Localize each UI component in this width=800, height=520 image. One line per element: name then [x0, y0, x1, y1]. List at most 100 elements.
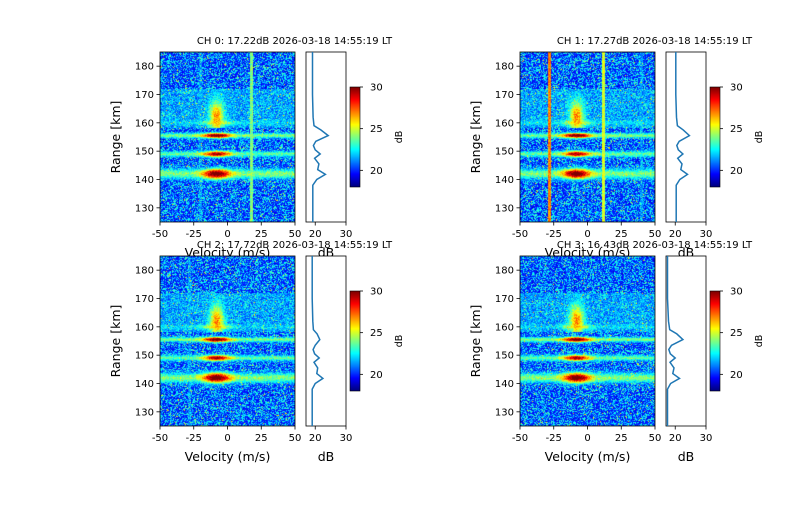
y-tick-label: 140	[495, 175, 514, 186]
spectrogram-heatmap	[160, 52, 295, 222]
profile-x-axis-label: dB	[678, 449, 695, 464]
y-tick-label: 180	[495, 266, 514, 277]
profile-x-tick-label: 30	[340, 433, 353, 444]
x-tick-label: -25	[546, 229, 562, 240]
profile-frame	[665, 255, 707, 427]
x-tick-label: -25	[546, 433, 562, 444]
x-tick-label: 50	[649, 433, 662, 444]
colorbar-tick-label: 25	[370, 328, 383, 339]
y-tick-label: 130	[495, 407, 514, 418]
colorbar-label: dB	[754, 131, 765, 144]
colorbar-tick-label: 30	[730, 287, 743, 298]
y-tick-label: 180	[135, 266, 154, 277]
y-tick-label: 160	[495, 322, 514, 333]
colorbar-tick-label: 20	[370, 370, 383, 381]
profile-x-tick-label: 20	[309, 433, 322, 444]
colorbar-tick-label: 25	[730, 328, 743, 339]
colorbar-tick-label: 30	[730, 83, 743, 94]
x-tick-label: 25	[255, 229, 268, 240]
x-tick-label: 50	[649, 229, 662, 240]
panel-title: CH 3: 16.43dB 2026-03-18 14:55:19 LT	[557, 240, 753, 251]
profile-x-tick-label: 30	[340, 229, 353, 240]
x-tick-label: -50	[152, 229, 168, 240]
y-tick-label: 140	[135, 175, 154, 186]
colorbar-gradient	[710, 291, 720, 391]
y-tick-label: 170	[135, 294, 154, 305]
y-tick-label: 140	[495, 379, 514, 390]
panel-title: CH 2: 17.72dB 2026-03-18 14:55:19 LT	[197, 240, 393, 251]
colorbar-gradient	[710, 87, 720, 187]
profile-x-tick-label: 20	[669, 229, 682, 240]
profile-line	[675, 52, 691, 222]
y-axis-label: Range [km]	[108, 101, 123, 174]
colorbar-label: dB	[394, 131, 405, 144]
colorbar-gradient	[350, 291, 360, 391]
colorbar-tick-label: 30	[370, 287, 383, 298]
x-tick-label: -50	[152, 433, 168, 444]
colorbar-frame	[709, 86, 721, 188]
profile-x-tick-label: 30	[700, 433, 713, 444]
channel-panel-0: CH 0: 17.22dB 2026-03-18 14:55:19 LT -50 -…	[108, 36, 405, 260]
y-tick-label: 160	[495, 118, 514, 129]
x-axis-label: Velocity (m/s)	[545, 449, 631, 464]
x-tick-label: 25	[255, 433, 268, 444]
y-tick-label: 180	[135, 62, 154, 73]
channel-panel-2: CH 2: 17.72dB 2026-03-18 14:55:19 LT -50 -…	[108, 240, 405, 464]
y-tick-label: 170	[495, 90, 514, 101]
x-tick-label: 0	[224, 433, 230, 444]
colorbar-tick-label: 20	[730, 370, 743, 381]
profile-line	[311, 52, 330, 222]
x-tick-label: -50	[512, 229, 528, 240]
y-axis-label: Range [km]	[468, 305, 483, 378]
colorbar-tick-label: 20	[370, 166, 383, 177]
y-axis-label: Range [km]	[108, 305, 123, 378]
panel-title: CH 0: 17.22dB 2026-03-18 14:55:19 LT	[197, 36, 393, 47]
spectrogram-heatmap	[160, 256, 295, 426]
y-tick-label: 140	[135, 379, 154, 390]
x-tick-label: 25	[615, 433, 628, 444]
colorbar-label: dB	[754, 335, 765, 348]
profile-x-tick-label: 20	[309, 229, 322, 240]
y-tick-label: 170	[495, 294, 514, 305]
y-tick-label: 160	[135, 322, 154, 333]
y-tick-label: 180	[495, 62, 514, 73]
x-tick-label: -50	[512, 433, 528, 444]
x-tick-label: 0	[584, 433, 590, 444]
channel-panel-1: CH 1: 17.27dB 2026-03-18 14:55:19 LT -50 -…	[468, 36, 765, 260]
panel-title: CH 1: 17.27dB 2026-03-18 14:55:19 LT	[557, 36, 753, 47]
y-tick-label: 150	[495, 351, 514, 362]
y-tick-label: 150	[135, 147, 154, 158]
y-tick-label: 130	[135, 407, 154, 418]
x-tick-label: 50	[289, 433, 302, 444]
colorbar-gradient	[350, 87, 360, 187]
profile-x-axis-label: dB	[318, 449, 335, 464]
colorbar-frame	[709, 290, 721, 392]
y-tick-label: 130	[495, 203, 514, 214]
profile-line	[666, 256, 685, 426]
colorbar-tick-label: 25	[730, 124, 743, 135]
y-tick-label: 150	[495, 147, 514, 158]
x-tick-label: 0	[584, 229, 590, 240]
colorbar-frame	[349, 290, 361, 392]
y-tick-label: 170	[135, 90, 154, 101]
profile-x-tick-label: 20	[669, 433, 682, 444]
x-axis-label: Velocity (m/s)	[185, 449, 271, 464]
y-tick-label: 150	[135, 351, 154, 362]
profile-line	[311, 256, 325, 426]
colorbar-label: dB	[394, 335, 405, 348]
x-tick-label: -25	[186, 433, 202, 444]
colorbar-tick-label: 30	[370, 83, 383, 94]
y-tick-label: 160	[135, 118, 154, 129]
colorbar-tick-label: 20	[730, 166, 743, 177]
spectrogram-heatmap	[520, 256, 655, 426]
colorbar-frame	[349, 86, 361, 188]
x-tick-label: 50	[289, 229, 302, 240]
channel-panel-3: CH 3: 16.43dB 2026-03-18 14:55:19 LT -50 -…	[468, 240, 765, 464]
x-tick-label: 0	[224, 229, 230, 240]
spectrogram-heatmap	[520, 52, 655, 222]
profile-x-tick-label: 30	[700, 229, 713, 240]
y-axis-label: Range [km]	[468, 101, 483, 174]
x-tick-label: 25	[615, 229, 628, 240]
x-tick-label: -25	[186, 229, 202, 240]
